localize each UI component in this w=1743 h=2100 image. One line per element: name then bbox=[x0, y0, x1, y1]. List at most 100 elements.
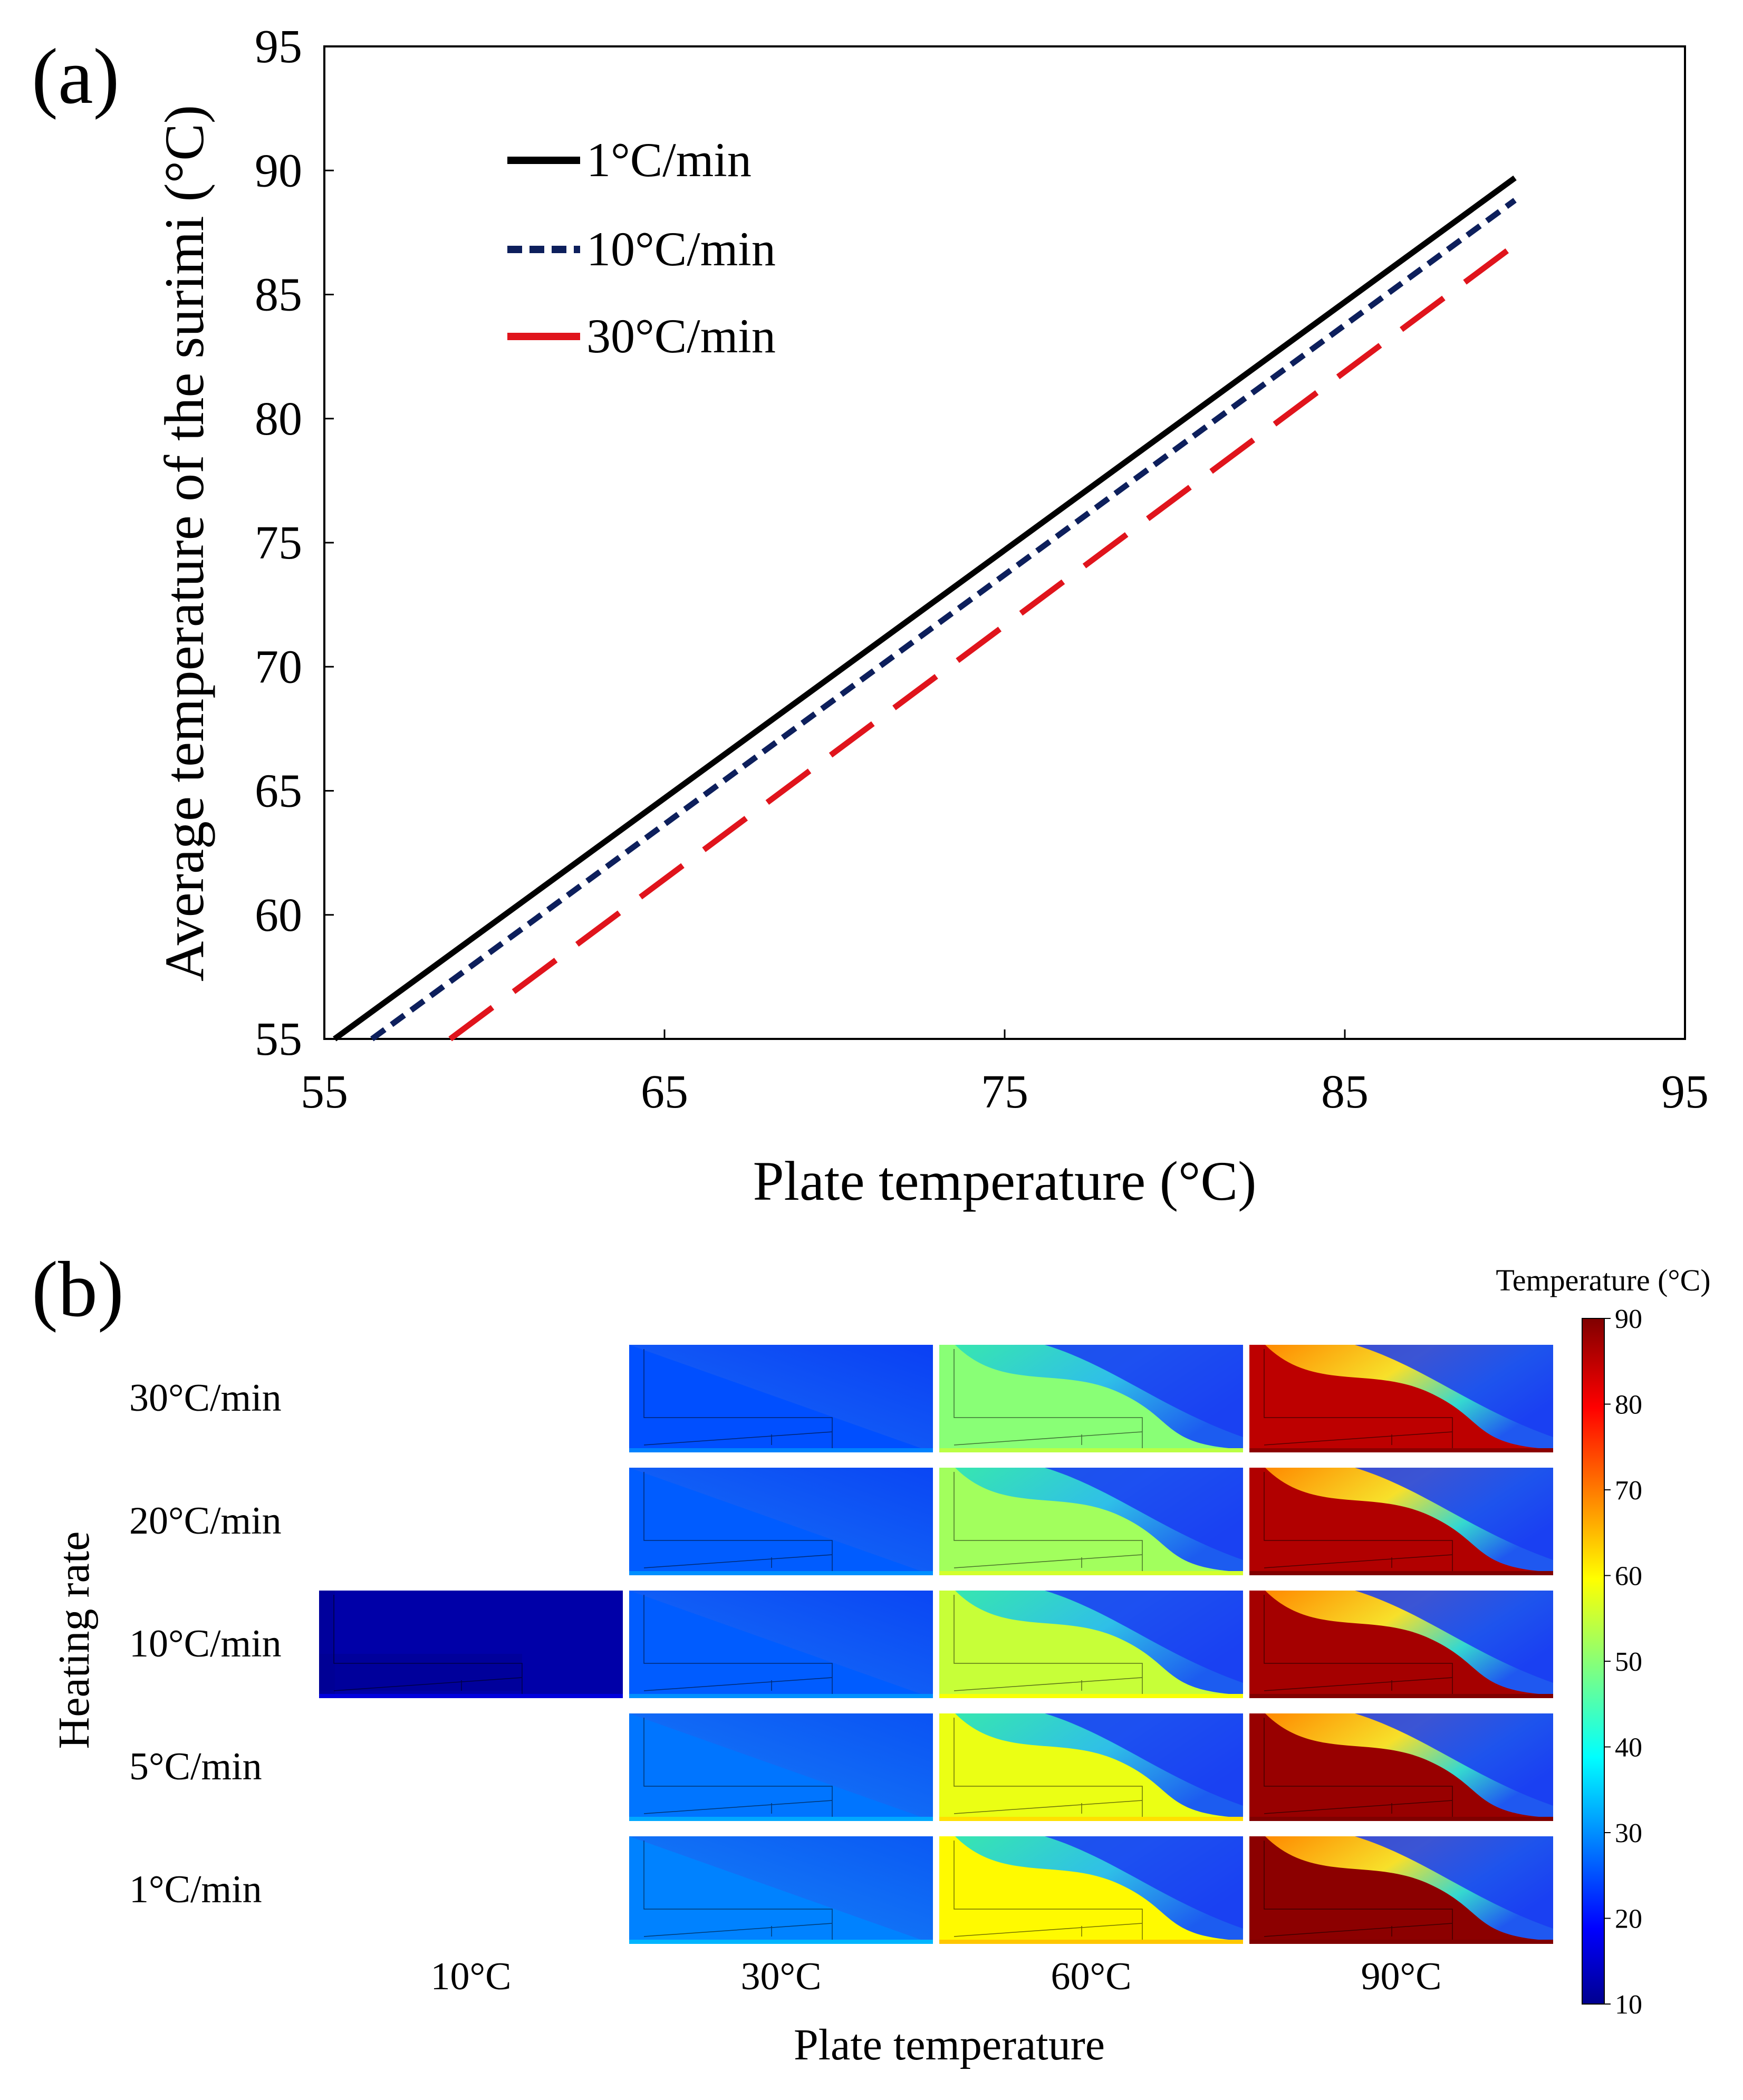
b-x-axis-title: Plate temperature bbox=[794, 2020, 1105, 2069]
colorbar-tick-label: 40 bbox=[1615, 1733, 1642, 1763]
cell-inner-region bbox=[319, 1591, 335, 1698]
cell-cold-corner bbox=[1045, 1713, 1243, 1806]
colorbar-tick-label: 60 bbox=[1615, 1562, 1642, 1592]
heatmap-cell bbox=[1249, 1591, 1553, 1698]
line-chart: 55 65 75 85 95 55 60 65 70 75 80 85 90 95 Plate temp… bbox=[153, 21, 1709, 1212]
colorbar-tick-label: 70 bbox=[1615, 1476, 1642, 1506]
column-label: 30°C bbox=[741, 1955, 822, 1998]
colorbar-ticks: 90 80 70 60 50 40 30 20 10 bbox=[1604, 1304, 1642, 2020]
column-label: 90°C bbox=[1361, 1955, 1442, 1998]
panel-b-label: (b) bbox=[32, 1246, 124, 1333]
y-tick-label: 55 bbox=[255, 1013, 302, 1065]
x-tick-label: 75 bbox=[981, 1066, 1028, 1118]
b-y-axis-title: Heating rate bbox=[50, 1531, 99, 1749]
y-tick-label: 80 bbox=[255, 393, 302, 445]
heatmap-cell bbox=[629, 1713, 933, 1821]
legend-label-1: 1°C/min bbox=[586, 133, 752, 187]
y-tick-label: 75 bbox=[255, 517, 302, 569]
cell-geometry-outline bbox=[643, 1841, 833, 1942]
legend: 1°C/min 10°C/min 30°C/min bbox=[507, 133, 776, 363]
heatmap-cell bbox=[939, 1345, 1243, 1452]
cell-cold-corner bbox=[1355, 1713, 1553, 1806]
heatmap-cell bbox=[1249, 1345, 1553, 1452]
x-axis-title: Plate temperature (°C) bbox=[753, 1150, 1257, 1212]
y-ticks: 55 60 65 70 75 80 85 90 95 bbox=[255, 21, 334, 1065]
cell-plate-edge bbox=[629, 1571, 933, 1575]
cell-geometry-outline bbox=[643, 1595, 833, 1696]
cell-geometry-outline bbox=[1264, 1472, 1453, 1573]
cell-plate-edge bbox=[939, 1694, 1243, 1698]
column-labels: 10°C 30°C 60°C 90°C bbox=[431, 1955, 1442, 1998]
cell-plate-edge bbox=[1249, 1448, 1553, 1452]
cell-gradient bbox=[629, 1345, 933, 1452]
heatmap-cell bbox=[939, 1713, 1243, 1821]
heatmap-grid: 30°C/min 20°C/min 10°C/min 5°C/min 1°C/min 1… bbox=[50, 1263, 1711, 2069]
legend-label-30: 30°C/min bbox=[586, 309, 776, 363]
column-label: 10°C bbox=[431, 1955, 512, 1998]
row-labels: 30°C/min 20°C/min 10°C/min 5°C/min 1°C/min bbox=[129, 1376, 282, 1911]
cell-cold-corner bbox=[1045, 1468, 1243, 1560]
cell-plate-edge bbox=[319, 1694, 623, 1698]
cell-geometry-outline bbox=[1264, 1718, 1453, 1819]
x-tick-label: 65 bbox=[641, 1066, 688, 1118]
row-label: 20°C/min bbox=[129, 1499, 282, 1543]
x-ticks: 55 65 75 85 95 bbox=[301, 1029, 1709, 1118]
row-label: 1°C/min bbox=[129, 1868, 262, 1911]
row-label: 30°C/min bbox=[129, 1376, 282, 1420]
row-label: 10°C/min bbox=[129, 1622, 282, 1665]
cell-geometry-outline bbox=[954, 1718, 1143, 1819]
heatmap-cell bbox=[1249, 1836, 1553, 1944]
cell-plate-edge bbox=[939, 1940, 1243, 1944]
y-tick-label: 70 bbox=[255, 641, 302, 693]
heatmap-cell bbox=[629, 1836, 933, 1944]
cell-geometry-outline bbox=[1264, 1595, 1453, 1696]
heatmap-cell bbox=[629, 1345, 933, 1452]
cell-plate-edge bbox=[629, 1817, 933, 1821]
cell-cold-corner bbox=[1355, 1345, 1553, 1437]
heatmap-cell bbox=[939, 1591, 1243, 1698]
y-tick-label: 90 bbox=[255, 145, 302, 197]
heatmap-cells bbox=[319, 1345, 1553, 1944]
cell-cold-corner bbox=[1355, 1468, 1553, 1560]
cell-cold-corner bbox=[1355, 1591, 1553, 1683]
heatmap-cell bbox=[939, 1468, 1243, 1575]
series-line-2 bbox=[370, 198, 1517, 1042]
x-tick-label: 55 bbox=[301, 1066, 348, 1118]
colorbar-gradient bbox=[1582, 1318, 1605, 2005]
cell-plate-edge bbox=[1249, 1571, 1553, 1575]
cell-gradient bbox=[629, 1468, 933, 1575]
y-tick-label: 85 bbox=[255, 269, 302, 321]
y-axis-title: Average temperature of the surimi (°C) bbox=[153, 105, 215, 981]
cell-geometry-outline bbox=[643, 1349, 833, 1450]
colorbar-tick-label: 50 bbox=[1615, 1647, 1642, 1677]
cell-plate-edge bbox=[629, 1694, 933, 1698]
cell-cold-corner bbox=[1045, 1591, 1243, 1683]
cell-plate-edge bbox=[939, 1817, 1243, 1821]
series-line-3 bbox=[448, 242, 1517, 1042]
colorbar-tick-label: 30 bbox=[1615, 1818, 1642, 1848]
cell-geometry-outline bbox=[954, 1595, 1143, 1696]
row-label: 5°C/min bbox=[129, 1745, 262, 1788]
cell-geometry-outline bbox=[954, 1841, 1143, 1942]
cell-geometry-outline bbox=[954, 1472, 1143, 1573]
cell-plate-edge bbox=[1249, 1694, 1553, 1698]
legend-label-10: 10°C/min bbox=[586, 222, 776, 276]
cell-plate-edge bbox=[939, 1571, 1243, 1575]
cell-gradient bbox=[629, 1836, 933, 1944]
heatmap-cell bbox=[629, 1468, 933, 1575]
cell-plate-edge bbox=[1249, 1940, 1553, 1944]
cell-plate-edge bbox=[629, 1940, 933, 1944]
cell-geometry-outline bbox=[333, 1595, 523, 1696]
cell-cold-corner bbox=[1045, 1345, 1243, 1437]
cell-geometry-outline bbox=[1264, 1841, 1453, 1942]
y-tick-label: 60 bbox=[255, 889, 302, 941]
cell-inner-region bbox=[319, 1654, 522, 1691]
cell-plate-edge bbox=[939, 1448, 1243, 1452]
y-tick-label: 65 bbox=[255, 765, 302, 817]
cell-gradient bbox=[629, 1591, 933, 1698]
series-lines bbox=[333, 175, 1517, 1042]
plot-frame bbox=[323, 45, 1686, 1040]
cell-gradient bbox=[629, 1713, 933, 1821]
colorbar: Temperature (°C) 90 80 70 60 50 40 30 20 10 bbox=[1496, 1263, 1710, 2020]
heatmap-cell bbox=[1249, 1713, 1553, 1821]
